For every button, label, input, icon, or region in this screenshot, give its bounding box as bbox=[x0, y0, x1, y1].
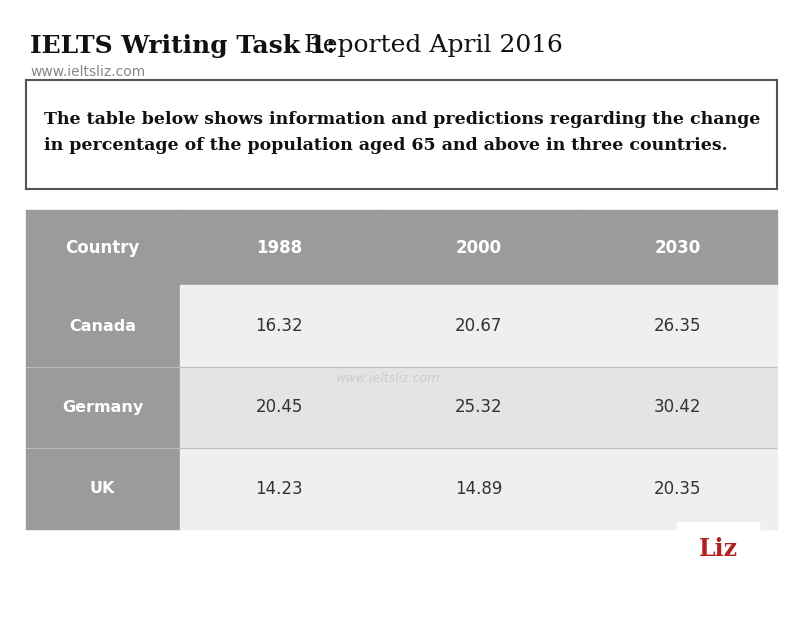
Bar bbox=[379, 366, 578, 448]
Bar bbox=[677, 522, 759, 576]
Text: 26.35: 26.35 bbox=[654, 317, 701, 335]
Text: www.ieltsliz.com: www.ieltsliz.com bbox=[30, 65, 146, 79]
Text: 16.32: 16.32 bbox=[256, 317, 303, 335]
Bar bbox=[578, 285, 777, 366]
Text: Germany: Germany bbox=[62, 400, 143, 415]
Text: www.ieltsliz.com: www.ieltsliz.com bbox=[336, 372, 441, 386]
Bar bbox=[179, 366, 379, 448]
Bar bbox=[26, 285, 179, 366]
Bar bbox=[379, 210, 578, 285]
Text: 20.45: 20.45 bbox=[256, 398, 303, 417]
Text: 1988: 1988 bbox=[256, 239, 302, 257]
Bar bbox=[179, 285, 379, 366]
Text: IELTS: IELTS bbox=[574, 537, 643, 561]
Text: The table below shows information and predictions regarding the change
in percen: The table below shows information and pr… bbox=[44, 111, 761, 154]
Text: 14.23: 14.23 bbox=[256, 480, 303, 498]
Text: 2000: 2000 bbox=[455, 239, 501, 257]
Bar bbox=[26, 366, 179, 448]
Text: Canada: Canada bbox=[69, 319, 136, 334]
Text: Country: Country bbox=[66, 239, 140, 257]
Bar bbox=[379, 285, 578, 366]
Bar bbox=[578, 448, 777, 529]
Text: 2030: 2030 bbox=[654, 239, 701, 257]
Text: 20.67: 20.67 bbox=[455, 317, 502, 335]
Bar bbox=[179, 210, 379, 285]
Text: UK: UK bbox=[90, 481, 115, 496]
Bar bbox=[179, 448, 379, 529]
Text: IELTS Writing Task 1:: IELTS Writing Task 1: bbox=[30, 34, 353, 58]
Text: Reported April 2016: Reported April 2016 bbox=[304, 34, 563, 57]
Text: 14.89: 14.89 bbox=[455, 480, 502, 498]
Text: 20.35: 20.35 bbox=[654, 480, 701, 498]
Bar bbox=[379, 448, 578, 529]
Text: Liz: Liz bbox=[698, 537, 738, 561]
Bar bbox=[578, 366, 777, 448]
Bar bbox=[26, 210, 179, 285]
Text: 25.32: 25.32 bbox=[454, 398, 502, 417]
Bar bbox=[26, 448, 179, 529]
Bar bbox=[578, 210, 777, 285]
Text: 30.42: 30.42 bbox=[654, 398, 701, 417]
